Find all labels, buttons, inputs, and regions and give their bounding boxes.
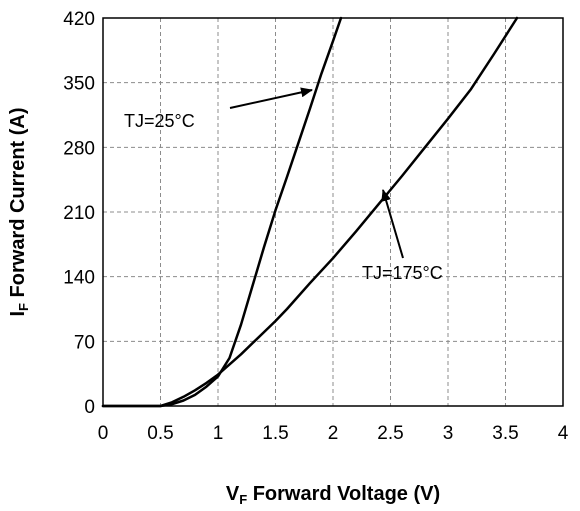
- y-tick-label: 0: [84, 397, 95, 418]
- x-tick-label: 3: [443, 423, 454, 444]
- x-axis-label-rest: Forward Voltage (V): [247, 483, 440, 505]
- x-axis-label-subscript: F: [239, 492, 247, 507]
- x-axis-label-main: V: [226, 483, 240, 505]
- y-axis-label-rest: Forward Current (A): [7, 107, 29, 303]
- annotation-label-175c: TJ=175°C: [362, 263, 443, 283]
- x-tick-label: 2.5: [377, 423, 403, 444]
- y-tick-labels: 0 70 140 210 280 350 420: [63, 9, 95, 418]
- annotation-arrow-25c: [229, 87, 313, 109]
- y-tick-label: 280: [63, 138, 95, 159]
- plot-frame: [102, 17, 564, 407]
- x-tick-label: 1: [213, 423, 224, 444]
- annotation-arrow-175c: [381, 189, 404, 259]
- y-tick-label: 350: [63, 74, 95, 95]
- x-tick-label: 3.5: [492, 423, 518, 444]
- x-tick-label: 2: [328, 423, 339, 444]
- x-tick-labels: 0 0.5 1 1.5 2 2.5 3 3.5 4: [98, 423, 569, 444]
- x-tick-label: 0: [98, 423, 109, 444]
- x-tick-label: 1.5: [262, 423, 288, 444]
- y-tick-label: 420: [63, 9, 95, 30]
- series-line-tj-175c: [101, 16, 519, 408]
- series-line-tj-25c: [101, 16, 343, 408]
- annotations: TJ=25°C TJ=175°C: [124, 87, 443, 283]
- annotation-label-25c: TJ=25°C: [124, 111, 195, 131]
- y-axis-label-main: I: [7, 311, 29, 317]
- y-tick-label: 210: [63, 203, 95, 224]
- grid-lines: [103, 18, 563, 406]
- x-axis-label: VF Forward Voltage (V): [226, 483, 440, 507]
- curves: [101, 16, 519, 408]
- x-tick-label: 0.5: [147, 423, 173, 444]
- y-axis-label-subscript: F: [16, 303, 31, 311]
- y-tick-label: 70: [74, 332, 95, 353]
- x-tick-label: 4: [558, 423, 569, 444]
- y-axis-label: IF Forward Current (A): [7, 107, 31, 316]
- y-tick-label: 140: [63, 268, 95, 289]
